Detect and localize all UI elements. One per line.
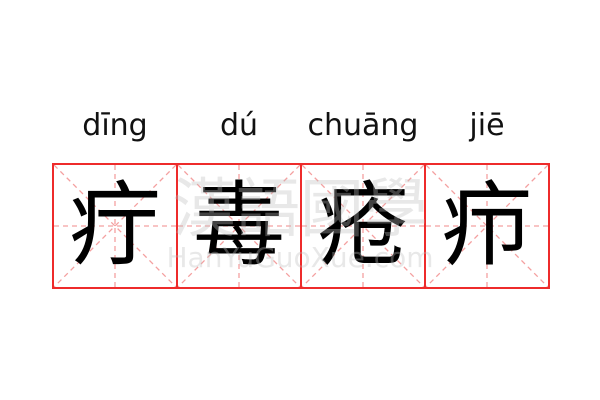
character-3: 疮 [316, 172, 409, 279]
tianzige-guides [54, 165, 176, 287]
grid-cell: 疮 [300, 163, 426, 289]
pinyin-3: chuāng [307, 108, 419, 143]
pinyin-1: dīng [82, 108, 148, 143]
tianzige-guides [178, 165, 300, 287]
character-4: 疖 [440, 172, 533, 279]
grid-cell: 毒 [176, 163, 302, 289]
tianzige-guides [426, 165, 548, 287]
character-2: 毒 [192, 172, 285, 279]
grid-cell: 疖 [424, 163, 550, 289]
pinyin-2: dú [219, 108, 259, 143]
character-1: 疔 [68, 172, 161, 279]
character-grid: 疔 毒 疮 疖 [52, 163, 550, 289]
pinyin-4: jiē [469, 108, 505, 143]
tianzige-guides [302, 165, 424, 287]
grid-cell: 疔 [52, 163, 178, 289]
